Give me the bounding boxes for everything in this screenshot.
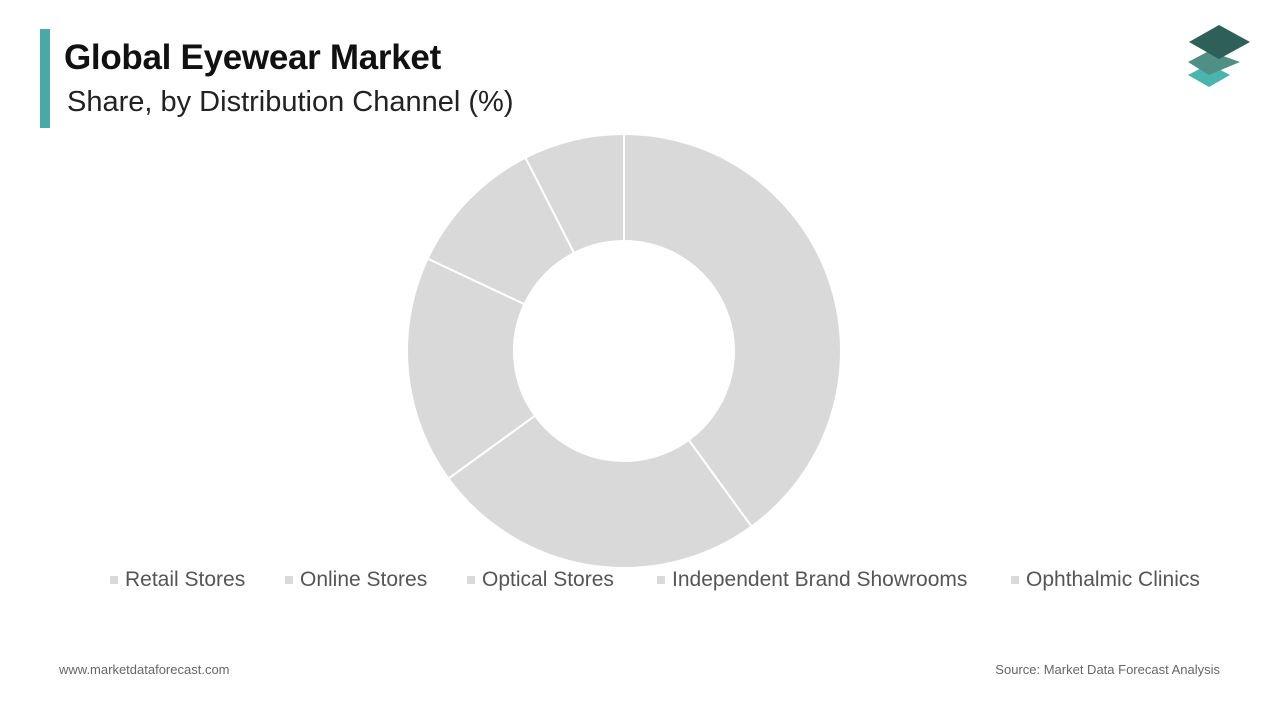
- website-footer: www.marketdataforecast.com: [59, 662, 230, 677]
- donut-slice-ophthalmic-clinics: [524, 132, 625, 255]
- legend-item-optical-stores: Optical Stores: [467, 568, 614, 592]
- chart-legend: Retail Stores Online Stores Optical Stores…: [0, 568, 1280, 598]
- legend-label-online-stores: Online Stores: [300, 568, 428, 591]
- legend-label-ophthalmic-clinics: Ophthalmic Clinics: [1026, 568, 1200, 591]
- legend-item-retail-stores: Retail Stores: [110, 568, 245, 592]
- legend-swatch-ophthalmic-clinics: [1011, 576, 1019, 584]
- donut-slice-online-stores: [447, 414, 753, 569]
- legend-swatch-optical-stores: [467, 576, 475, 584]
- source-footer: Source: Market Data Forecast Analysis: [995, 662, 1220, 677]
- chart-subtitle: Share, by Distribution Channel (%): [67, 86, 514, 118]
- legend-swatch-online-stores: [285, 576, 293, 584]
- legend-item-online-stores: Online Stores: [285, 568, 427, 592]
- legend-label-optical-stores: Optical Stores: [482, 568, 614, 591]
- legend-label-independent-brand-showrooms: Independent Brand Showrooms: [672, 568, 968, 591]
- logo-layer-top: [1189, 25, 1250, 59]
- legend-swatch-retail-stores: [110, 576, 118, 584]
- title-accent-bar: [40, 29, 50, 128]
- logo-layer-middle: [1188, 51, 1240, 75]
- legend-swatch-independent-brand-showrooms: [657, 576, 665, 584]
- donut-slice-retail-stores: [623, 132, 842, 528]
- legend-label-retail-stores: Retail Stores: [125, 568, 246, 591]
- legend-item-ophthalmic-clinics: Ophthalmic Clinics: [1011, 568, 1200, 592]
- chart-title: Global Eyewear Market: [64, 38, 441, 77]
- donut-slice-optical-stores: [406, 257, 537, 480]
- legend-item-independent-brand-showrooms: Independent Brand Showrooms: [657, 568, 967, 592]
- stacked-layers-icon: [1188, 25, 1250, 87]
